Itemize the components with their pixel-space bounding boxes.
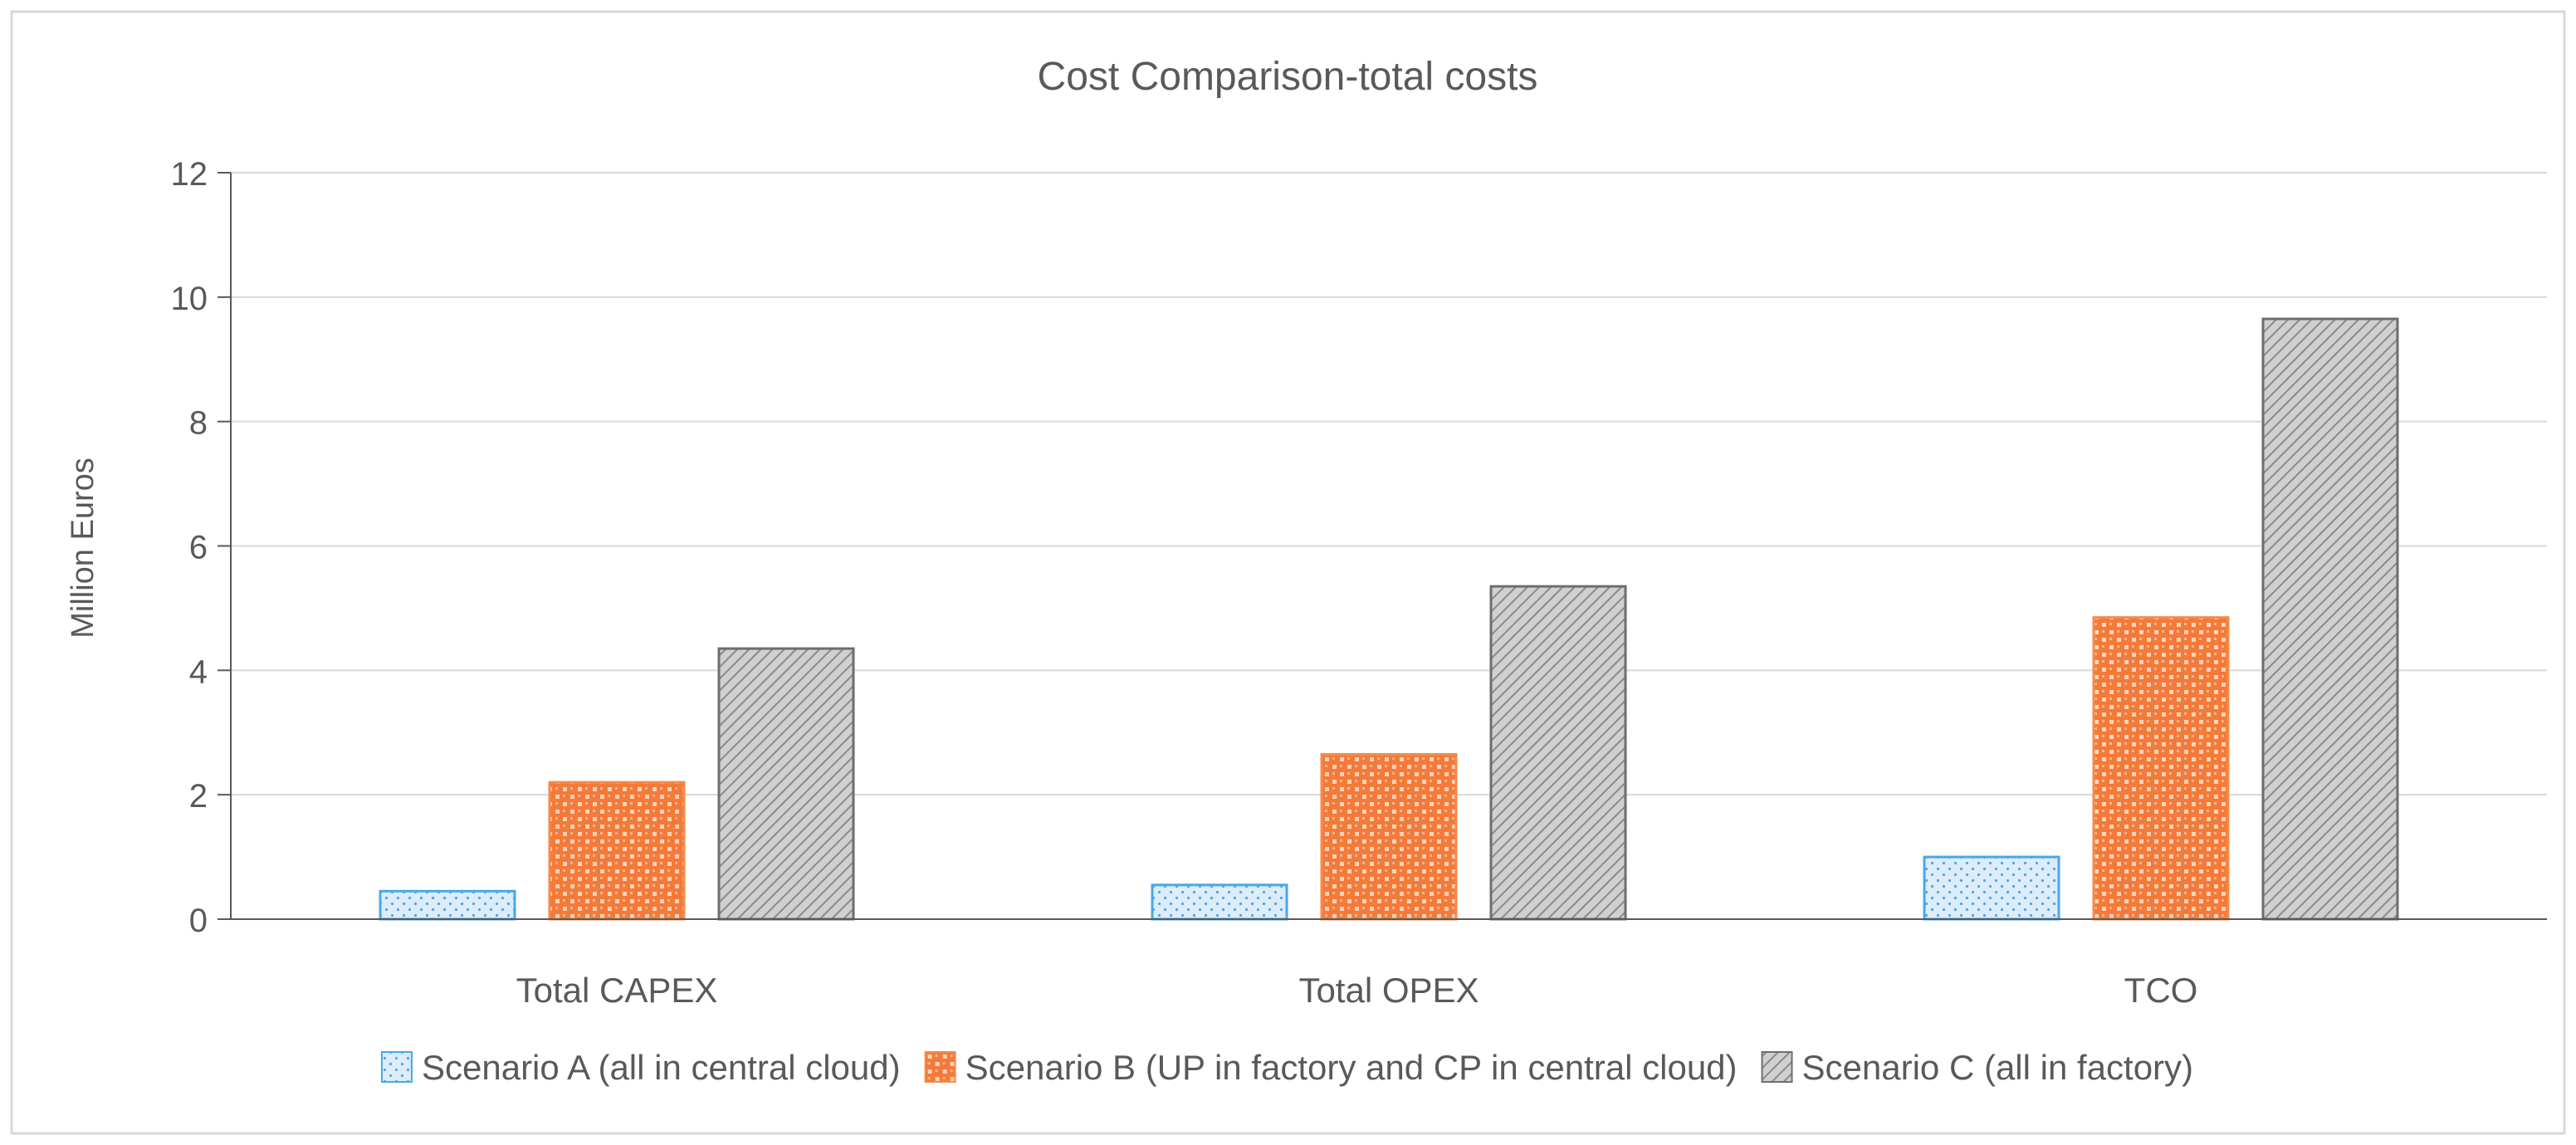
bar-scenario-b [548,780,686,921]
x-tick-label: Total OPEX [1298,971,1479,1010]
bar-scenario-c [2261,317,2399,921]
legend-swatch [1761,1051,1793,1083]
y-tick-label: 4 [189,653,208,690]
y-tick-label: 6 [189,530,208,566]
bar-scenario-c [1489,585,1627,921]
y-tick-label: 0 [189,903,208,939]
legend-label: Scenario C (all in factory) [1802,1048,2194,1087]
axes [230,173,2547,920]
legend-item: Scenario B (UP in factory and CP in cent… [924,1048,1738,1087]
legend-item: Scenario C (all in factory) [1761,1048,2194,1087]
y-axis-ticks: 0 2 4 6 8 10 12 [171,156,231,939]
x-tick-label: TCO [2124,971,2198,1010]
bar-scenario-b [2092,616,2230,921]
chart-border [10,10,2566,1135]
legend-item: Scenario A (all in central cloud) [380,1048,901,1087]
legend-label: Scenario A (all in central cloud) [422,1048,901,1087]
y-tick-label: 10 [171,281,208,317]
bar-scenario-a [1923,855,2060,921]
bar-scenario-b [1320,752,1458,921]
bar-scenario-c [717,647,855,921]
legend-swatch [924,1051,956,1083]
legend-label: Scenario B (UP in factory and CP in cent… [965,1048,1738,1087]
x-tick-label: Total CAPEX [516,971,718,1010]
chart-title: Cost Comparison-total costs [1038,55,1538,99]
bars [379,317,2399,921]
y-axis-title: Million Euros [66,458,100,639]
y-tick-label: 8 [189,405,208,442]
x-axis-ticks: Total CAPEX Total OPEX TCO [516,971,2198,1010]
legend: Scenario A (all in central cloud) Scenari… [380,1048,2194,1087]
y-tick-label: 2 [189,778,208,815]
legend-swatch [380,1051,413,1083]
y-tick-label: 12 [171,156,208,193]
bar-scenario-a [1151,883,1288,921]
bar-scenario-a [379,889,516,921]
